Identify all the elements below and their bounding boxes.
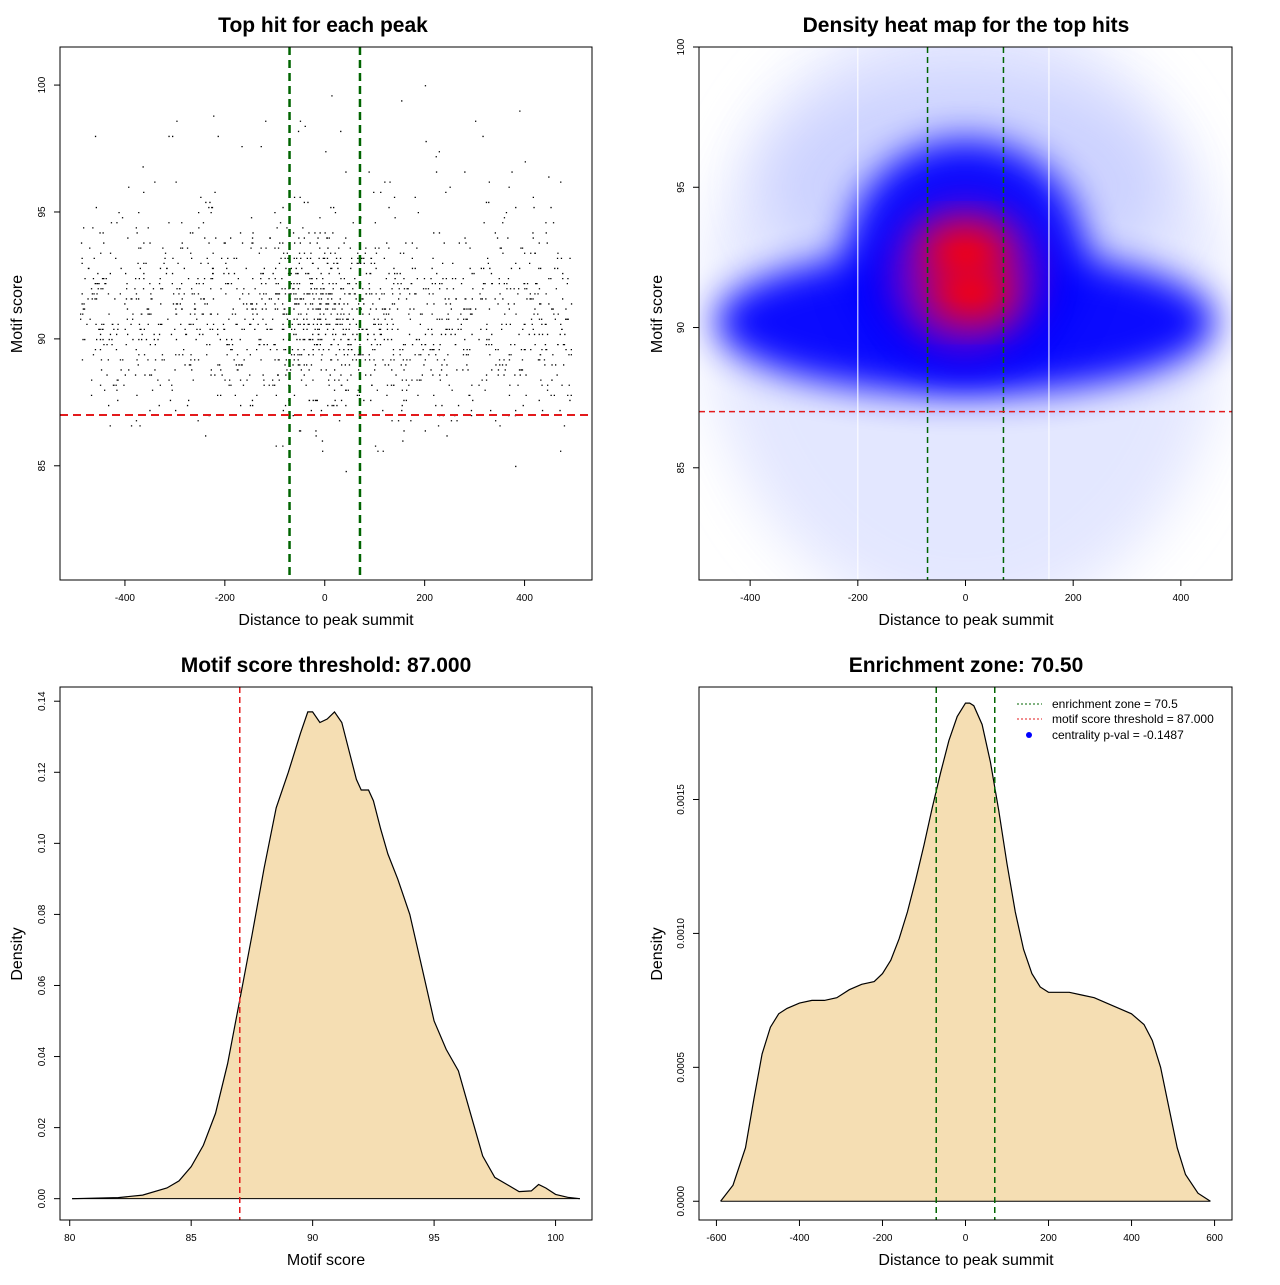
y-tick-label: 100 bbox=[37, 76, 48, 93]
reference-lines bbox=[60, 47, 592, 580]
plot-frame bbox=[59, 46, 593, 581]
x-axis-label: Distance to peak summit bbox=[238, 612, 414, 629]
x-tick-label: 90 bbox=[307, 1233, 319, 1244]
y-tick-label: 0.0010 bbox=[676, 918, 687, 949]
y-axis: 0.0000 0.0005 0.0010 0.0015 bbox=[676, 784, 700, 1217]
heatmap-density bbox=[705, 47, 1226, 580]
legend-label-centrality: centrality p-val = -0.1487 bbox=[1052, 728, 1184, 742]
y-tick-label: 0.06 bbox=[37, 975, 48, 995]
x-tick-label: -200 bbox=[872, 1233, 892, 1244]
x-axis-label: Distance to peak summit bbox=[878, 612, 1054, 629]
chart-title: Top hit for each peak bbox=[218, 14, 428, 37]
y-tick-label: 0.08 bbox=[37, 904, 48, 924]
y-tick-label: 0.04 bbox=[37, 1046, 48, 1066]
x-tick-label: -200 bbox=[215, 593, 235, 604]
reference-lines bbox=[699, 47, 1232, 580]
y-tick-label: 0.0005 bbox=[676, 1052, 687, 1083]
density-peak bbox=[930, 268, 1011, 320]
chart-title: Enrichment zone: 70.50 bbox=[849, 654, 1084, 677]
y-tick-label: 0.10 bbox=[37, 833, 48, 853]
y-tick-label: 90 bbox=[676, 322, 687, 334]
x-tick-label: 400 bbox=[516, 593, 533, 604]
x-tick-label: -600 bbox=[706, 1233, 726, 1244]
chart-title: Density heat map for the top hits bbox=[803, 14, 1130, 37]
x-tick-label: -400 bbox=[740, 593, 760, 604]
y-axis-label: Motif score bbox=[649, 275, 666, 353]
x-tick-label: 0 bbox=[963, 1233, 969, 1244]
y-tick-label: 85 bbox=[676, 462, 687, 474]
panel-density-heatmap: Density heat map for the top hits -400 -2… bbox=[649, 14, 1233, 629]
x-tick-label: 80 bbox=[64, 1233, 76, 1244]
y-tick-label: 0.00 bbox=[37, 1189, 48, 1209]
x-tick-label: -200 bbox=[848, 593, 868, 604]
y-tick-label: 95 bbox=[676, 181, 687, 193]
y-tick-label: 90 bbox=[37, 333, 48, 345]
y-axis: 85 90 95 100 bbox=[676, 38, 700, 474]
y-tick-label: 100 bbox=[676, 38, 687, 55]
y-axis: 85 90 95 100 bbox=[37, 76, 61, 472]
x-tick-label: 200 bbox=[1040, 1233, 1057, 1244]
x-tick-label: 0 bbox=[963, 593, 969, 604]
y-axis: 0.00 0.02 0.04 0.06 0.08 0.10 0.12 0.14 bbox=[37, 691, 61, 1209]
y-tick-label: 0.14 bbox=[37, 691, 48, 711]
x-axis-label: Motif score bbox=[287, 1252, 365, 1269]
x-tick-label: 600 bbox=[1206, 1233, 1223, 1244]
x-axis: 80 85 90 95 100 bbox=[64, 1219, 564, 1244]
y-axis-label: Density bbox=[9, 927, 26, 980]
y-tick-label: 85 bbox=[37, 460, 48, 472]
y-tick-label: 0.02 bbox=[37, 1117, 48, 1137]
density-peak bbox=[925, 226, 1006, 278]
density-curve bbox=[720, 702, 1211, 1202]
x-tick-label: -400 bbox=[115, 593, 135, 604]
x-axis: -400 -200 0 200 400 bbox=[115, 579, 533, 604]
density-fill bbox=[720, 703, 1211, 1202]
legend-marker-centrality bbox=[1026, 732, 1032, 738]
y-axis-label: Density bbox=[649, 927, 666, 980]
panel-motif-score-density: Motif score threshold: 87.000 80 85 90 95 10… bbox=[9, 654, 593, 1269]
density-curve bbox=[72, 710, 580, 1200]
x-axis-label: Distance to peak summit bbox=[878, 1252, 1054, 1269]
y-tick-label: 0.0015 bbox=[676, 784, 687, 815]
x-tick-label: 0 bbox=[322, 593, 328, 604]
legend: enrichment zone = 70.5 motif score thres… bbox=[1017, 697, 1214, 742]
density-area bbox=[720, 687, 1211, 1220]
legend-label-threshold: motif score threshold = 87.000 bbox=[1052, 712, 1214, 726]
x-tick-label: 400 bbox=[1173, 593, 1190, 604]
density-area bbox=[72, 687, 580, 1220]
x-axis: -600 -400 -200 0 200 400 600 bbox=[706, 1219, 1223, 1244]
x-tick-label: 100 bbox=[547, 1233, 564, 1244]
y-tick-label: 0.12 bbox=[37, 762, 48, 782]
panel-enrichment-zone: Enrichment zone: 70.50 -600 -400 -200 0 200 4… bbox=[649, 654, 1233, 1269]
density-fill bbox=[72, 711, 580, 1199]
x-tick-label: 200 bbox=[416, 593, 433, 604]
y-tick-label: 95 bbox=[37, 206, 48, 218]
y-axis-label: Motif score bbox=[9, 275, 26, 353]
x-tick-label: 400 bbox=[1123, 1233, 1140, 1244]
x-tick-label: -400 bbox=[789, 1233, 809, 1244]
x-axis: -400 -200 0 200 400 bbox=[740, 579, 1190, 604]
heatmap-area bbox=[699, 47, 1232, 580]
x-tick-label: 95 bbox=[429, 1233, 441, 1244]
x-tick-label: 200 bbox=[1065, 593, 1082, 604]
panel-top-hits: Top hit for each peak -400 -200 0 200 400 85… bbox=[9, 14, 593, 629]
chart-title: Motif score threshold: 87.000 bbox=[181, 654, 472, 677]
x-tick-label: 85 bbox=[186, 1233, 198, 1244]
legend-label-enrichment-zone: enrichment zone = 70.5 bbox=[1052, 697, 1178, 711]
y-tick-label: 0.0000 bbox=[676, 1186, 687, 1217]
